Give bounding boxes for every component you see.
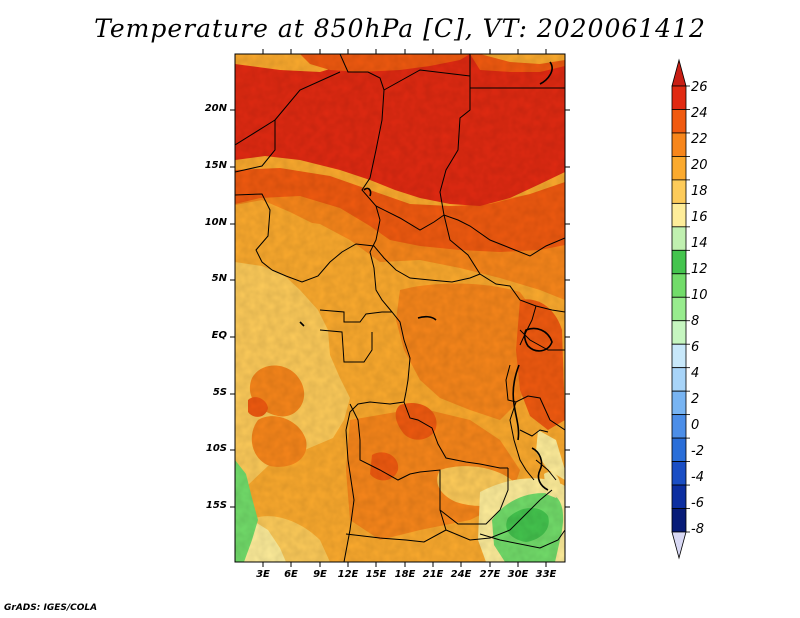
map-title: Temperature at 850hPa [C], VT: 202006141… (94, 14, 706, 43)
lon-label: 33E (535, 569, 557, 580)
colorbar-label: 22 (691, 132, 708, 147)
colorbar-label: 8 (691, 314, 700, 329)
colorbar-label: 0 (691, 418, 700, 433)
colorbar-swatch (671, 58, 687, 87)
colorbar-label: -2 (691, 444, 704, 459)
field-grain (235, 54, 565, 562)
lon-label: 27E (479, 569, 501, 580)
axis-ticks (230, 49, 570, 567)
lake-outlines (299, 61, 553, 491)
colorbar-swatch (671, 179, 687, 204)
colorbar-swatch (671, 508, 687, 533)
colorbar-label: 18 (691, 184, 708, 199)
colorbar (671, 58, 690, 560)
lon-label: 30E (507, 569, 529, 580)
colorbar-swatch (671, 132, 687, 157)
colorbar-label: 10 (691, 288, 708, 303)
colorbar-label: 20 (691, 158, 708, 173)
map-frame (234, 53, 566, 563)
colorbar-swatch (671, 414, 687, 439)
colorbar-swatch (671, 320, 687, 345)
colorbar-swatch (671, 273, 687, 298)
lon-label: 15E (365, 569, 387, 580)
colorbar-swatch (671, 156, 687, 181)
lat-label: 10S (205, 443, 227, 454)
colorbar-swatch (671, 437, 687, 462)
lon-label: 6E (284, 569, 298, 580)
lon-label: 3E (256, 569, 270, 580)
colorbar-label: -6 (691, 496, 704, 511)
colorbar-swatch (671, 296, 687, 322)
lat-label: 15S (205, 500, 227, 511)
lon-label: 21E (422, 569, 444, 580)
colorbar-swatch (671, 343, 687, 369)
colorbar-label: -8 (691, 522, 704, 537)
colorbar-label: 4 (691, 366, 700, 381)
lat-label: 5S (212, 387, 227, 398)
colorbar-swatch (671, 109, 687, 134)
lon-label: 9E (313, 569, 327, 580)
lat-label: 5N (211, 273, 227, 284)
colorbar-label: 6 (691, 340, 700, 355)
colorbar-swatch (671, 367, 687, 392)
colorbar-label: 2 (691, 392, 700, 407)
colorbar-swatch (671, 226, 687, 251)
colorbar-label: 26 (691, 80, 708, 95)
colorbar-label: -4 (691, 470, 704, 485)
lon-label: 12E (337, 569, 359, 580)
colorbar-swatch (671, 85, 687, 110)
lat-label: 20N (204, 103, 227, 114)
grads-credit: GrADS: IGES/COLA (4, 603, 98, 613)
lat-label: EQ (211, 330, 227, 341)
colorbar-swatch (671, 484, 687, 509)
lon-label: 24E (450, 569, 472, 580)
colorbar-swatch (671, 390, 687, 416)
colorbar-swatch (671, 461, 687, 486)
lat-label: 15N (204, 160, 227, 171)
lat-label: 10N (204, 217, 227, 228)
colorbar-swatch (671, 202, 687, 228)
colorbar-swatch (671, 249, 687, 275)
colorbar-label: 12 (691, 262, 708, 277)
colorbar-label: 24 (691, 106, 708, 121)
colorbar-label: 16 (691, 210, 708, 225)
colorbar-label: 14 (691, 236, 708, 251)
colorbar-swatch (671, 531, 687, 560)
country-borders (235, 54, 565, 562)
lon-label: 18E (394, 569, 416, 580)
